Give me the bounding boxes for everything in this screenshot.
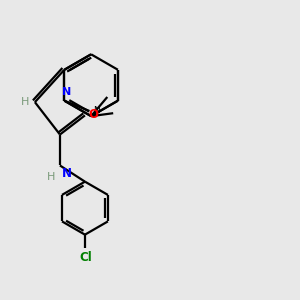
Text: N: N [62, 167, 72, 180]
Text: N: N [62, 87, 71, 97]
Text: Cl: Cl [79, 251, 92, 264]
Text: H: H [47, 172, 56, 182]
Text: O: O [89, 108, 99, 121]
Text: H: H [21, 97, 30, 106]
Text: N: N [93, 106, 100, 116]
